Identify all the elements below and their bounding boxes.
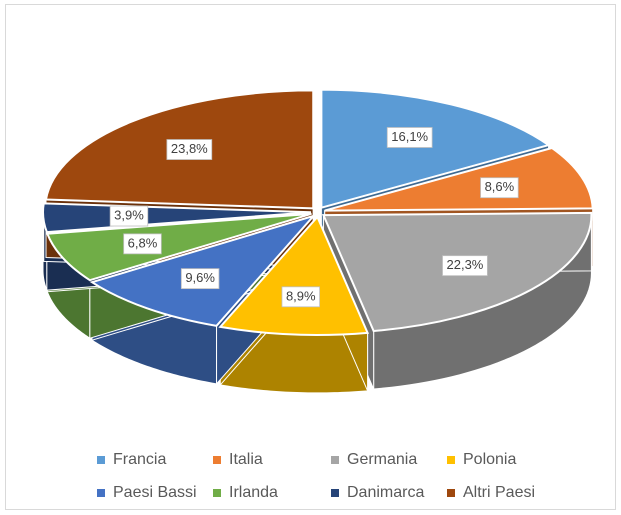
data-label-box xyxy=(109,205,149,227)
legend-label: Polonia xyxy=(463,451,516,468)
legend: Francia Italia Germania Polonia Paesi Bassi I… xyxy=(97,451,535,501)
data-label-box xyxy=(386,127,433,148)
data-label-box xyxy=(180,268,220,290)
data-label-text: 3,9% xyxy=(114,207,144,222)
legend-swatch xyxy=(213,456,221,464)
slice xyxy=(320,88,551,209)
data-label-text: 6,8% xyxy=(128,235,158,250)
data-label: 6,8% xyxy=(123,233,162,255)
data-label-text: 16,1% xyxy=(391,129,428,144)
data-label: 8,6% xyxy=(480,177,519,199)
slice xyxy=(324,146,594,212)
data-labels: 16,1% 8,6% 22,3% 8,9% 9,6% 6,8% 3,9% 23,8% xyxy=(109,127,519,308)
data-label: 3,9% xyxy=(109,205,149,227)
data-label-box xyxy=(480,177,519,199)
data-label: 22,3% xyxy=(442,255,488,277)
data-label: 9,6% xyxy=(180,268,220,290)
legend-swatch xyxy=(447,489,455,497)
slice xyxy=(218,215,370,336)
legend-label: Francia xyxy=(113,451,166,468)
data-label: 16,1% xyxy=(386,127,433,148)
data-label-text: 9,6% xyxy=(185,270,215,285)
data-label-text: 23,8% xyxy=(171,141,208,156)
legend-label: Paesi Bassi xyxy=(113,484,197,501)
legend-label: Italia xyxy=(229,451,263,468)
data-label-text: 8,9% xyxy=(286,288,316,303)
legend-swatch xyxy=(213,489,221,497)
legend-swatch xyxy=(331,456,339,464)
slice xyxy=(45,212,312,282)
legend-swatch xyxy=(447,456,455,464)
legend-label: Altri Paesi xyxy=(463,484,535,501)
legend-swatch xyxy=(97,456,105,464)
data-label-text: 22,3% xyxy=(447,257,484,272)
legend-label: Germania xyxy=(347,451,417,468)
legend-label: Irlanda xyxy=(229,484,278,501)
legend-swatch xyxy=(331,489,339,497)
legend-label: Danimarca xyxy=(347,484,424,501)
data-label: 23,8% xyxy=(166,139,213,160)
data-label-box xyxy=(442,255,488,277)
data-label-text: 8,6% xyxy=(485,179,515,194)
data-label-box xyxy=(281,286,321,308)
data-label: 8,9% xyxy=(281,286,321,308)
data-label-box xyxy=(123,233,162,255)
data-label-box xyxy=(166,139,213,160)
legend-swatch xyxy=(97,489,105,497)
